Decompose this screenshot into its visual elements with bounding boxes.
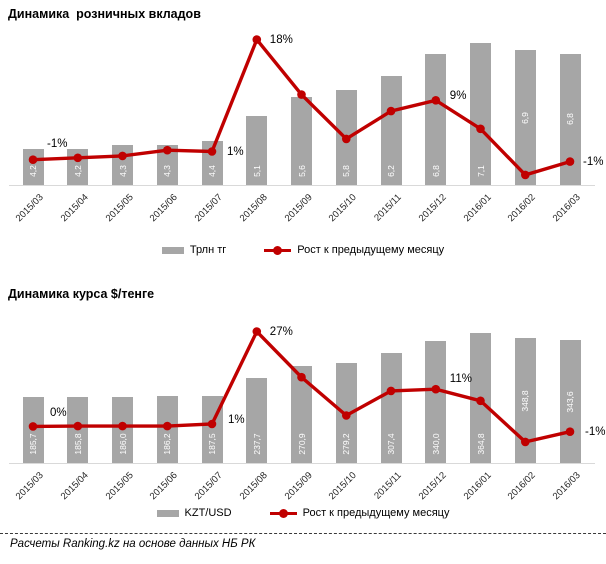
bar-series-swatch <box>161 246 184 254</box>
legend-item-bars: Трлн тг <box>161 244 227 256</box>
source-note: Расчеты Ranking.kz на основе данных НБ Р… <box>10 538 256 550</box>
bar-series-label: KZT/USD <box>184 507 232 519</box>
growth-point-label: -1% <box>585 425 606 438</box>
deposits-chart-title: Динамика розничных вкладов <box>8 7 201 21</box>
bar-series-swatch <box>156 509 179 517</box>
x-axis-line <box>9 463 595 464</box>
fx-rate-chart-title: Динамика курса $/тенге <box>8 287 155 301</box>
line-series-label: Рост к предыдущему месяцу <box>297 244 445 256</box>
growth-point-label: 27% <box>269 325 293 338</box>
growth-point-label: -1% <box>47 137 68 150</box>
growth-point-label: 9% <box>449 90 467 103</box>
x-axis-label: 2015/07 <box>192 192 225 225</box>
growth-point-label: 18% <box>269 33 293 46</box>
dashed-separator <box>0 533 606 534</box>
bar-value-label: 6,9 <box>520 111 531 124</box>
growth-point-label: 1% <box>228 414 245 426</box>
x-axis-label: 2016/03 <box>550 192 583 225</box>
deposits-chart-legend: Трлн тг Рост к предыдущему месяцу <box>0 243 606 257</box>
bar-value-label: 348,8 <box>520 390 531 412</box>
bar-series-label: Трлн тг <box>189 244 227 256</box>
legend-item-line: Рост к предыдущему месяцу <box>264 244 444 256</box>
legend-item-bars: KZT/USD <box>156 507 232 519</box>
line-series-swatch <box>269 508 297 518</box>
line-series-swatch <box>264 245 292 255</box>
legend-item-line: Рост к предыдущему месяцу <box>269 507 450 519</box>
line-swatch-marker <box>278 508 288 518</box>
line-series-label: Рост к предыдущему месяцу <box>302 507 450 519</box>
growth-point <box>252 35 262 44</box>
growth-point-label: 1% <box>227 145 244 158</box>
growth-point-label: 11% <box>449 373 472 386</box>
fx-chart-legend: KZT/USD Рост к предыдущему месяцу <box>0 506 606 520</box>
growth-point <box>252 327 262 336</box>
growth-point-label: 0% <box>50 407 67 420</box>
bar-value-label: 343,6 <box>565 390 575 413</box>
growth-point-label: -1% <box>583 155 604 168</box>
x-axis-label: 2015/11 <box>372 192 404 224</box>
line-swatch-marker <box>273 245 283 255</box>
x-axis-line <box>9 185 595 186</box>
bar-value-label: 6,8 <box>565 113 575 126</box>
